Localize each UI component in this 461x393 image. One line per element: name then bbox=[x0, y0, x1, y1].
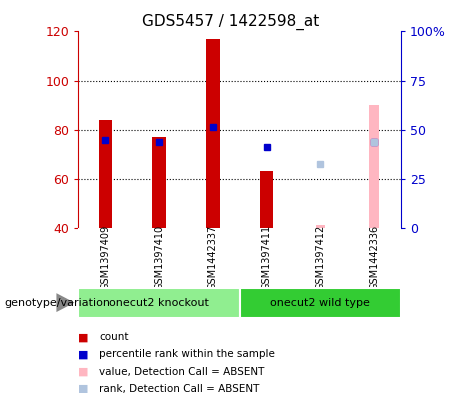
Text: ■: ■ bbox=[78, 349, 89, 360]
Text: ■: ■ bbox=[78, 367, 89, 377]
Text: GDS5457 / 1422598_at: GDS5457 / 1422598_at bbox=[142, 14, 319, 30]
Bar bbox=[260, 171, 273, 228]
Bar bbox=[240, 288, 401, 318]
Text: value, Detection Call = ABSENT: value, Detection Call = ABSENT bbox=[99, 367, 265, 377]
Text: onecut2 knockout: onecut2 knockout bbox=[109, 298, 209, 308]
Bar bbox=[152, 137, 166, 228]
Text: GSM1442337: GSM1442337 bbox=[208, 225, 218, 290]
Text: ■: ■ bbox=[78, 332, 89, 342]
Text: GSM1397410: GSM1397410 bbox=[154, 225, 164, 290]
Text: ■: ■ bbox=[78, 384, 89, 393]
Text: genotype/variation: genotype/variation bbox=[5, 298, 111, 308]
Bar bbox=[206, 39, 219, 228]
Text: GSM1442336: GSM1442336 bbox=[369, 225, 379, 290]
Polygon shape bbox=[56, 293, 75, 312]
Text: GSM1397411: GSM1397411 bbox=[261, 225, 272, 290]
Text: percentile rank within the sample: percentile rank within the sample bbox=[99, 349, 275, 360]
Bar bbox=[369, 105, 379, 228]
Text: count: count bbox=[99, 332, 129, 342]
Text: GSM1397412: GSM1397412 bbox=[315, 225, 325, 290]
Text: onecut2 wild type: onecut2 wild type bbox=[271, 298, 370, 308]
Text: GSM1397409: GSM1397409 bbox=[100, 225, 110, 290]
Bar bbox=[315, 226, 325, 228]
Bar bbox=[99, 120, 112, 228]
Text: rank, Detection Call = ABSENT: rank, Detection Call = ABSENT bbox=[99, 384, 260, 393]
Bar bbox=[78, 288, 240, 318]
